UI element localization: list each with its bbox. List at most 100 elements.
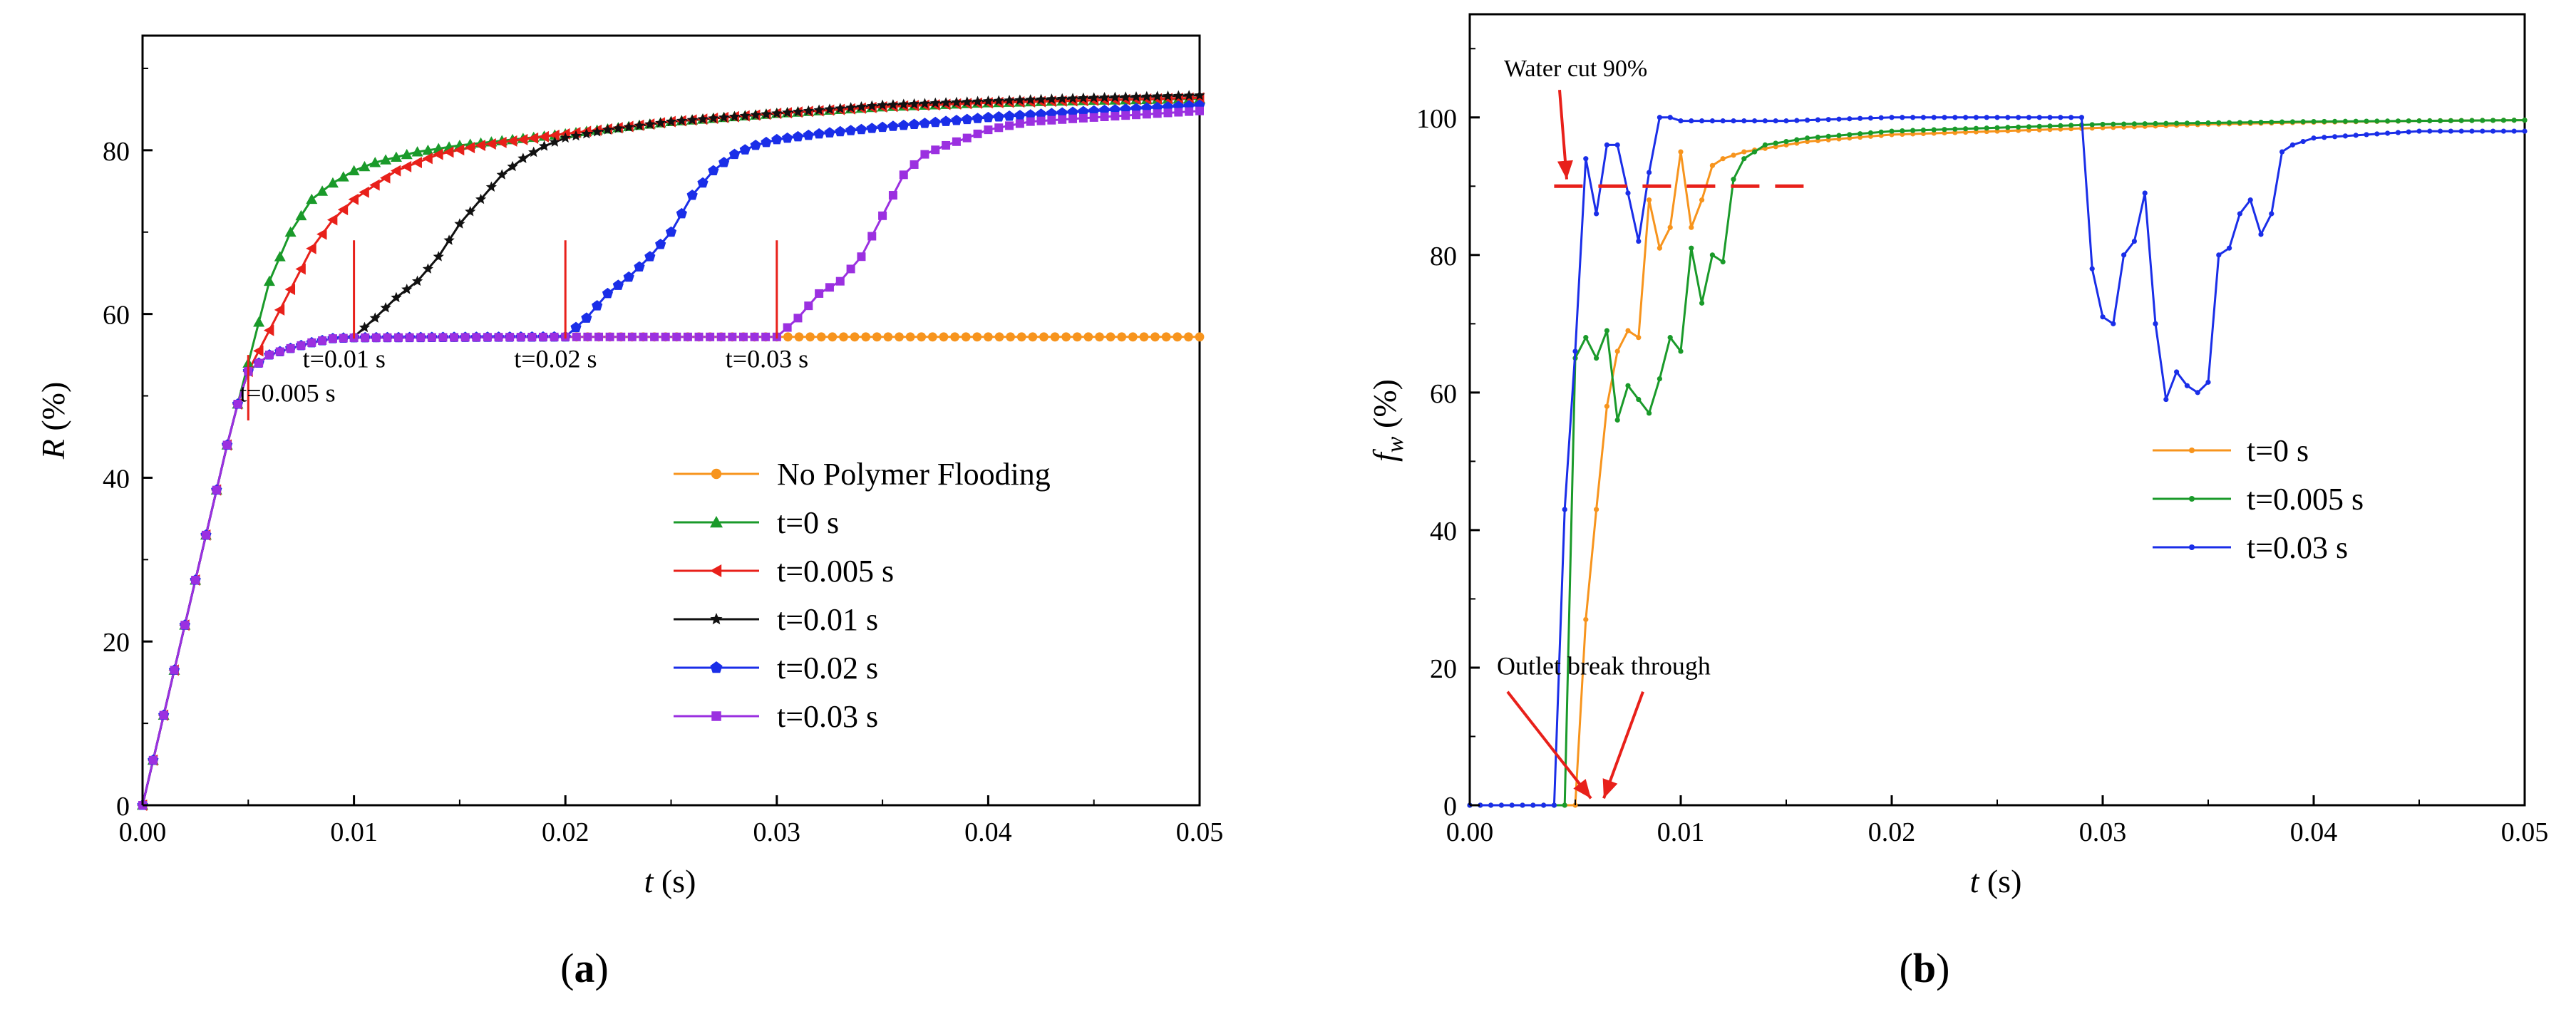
data-point-a-1: [306, 193, 318, 205]
data-point-a-3: [898, 98, 910, 109]
data-point-b-2: [1509, 802, 1515, 808]
data-point-a-4: [728, 148, 741, 160]
x-axis-label-b: t (s): [1970, 863, 2022, 899]
data-point-a-2: [326, 214, 338, 226]
data-point-a-5: [1047, 115, 1056, 125]
data-point-b-2: [2353, 133, 2359, 138]
data-point-a-4: [570, 321, 582, 333]
annotation-label-a-0: t=0.005 s: [239, 379, 335, 408]
data-point-b-0: [1689, 224, 1694, 230]
data-point-b-1: [1963, 126, 1969, 132]
data-point-a-5: [527, 332, 537, 341]
data-point-a-3: [845, 102, 857, 113]
data-point-b-2: [2078, 115, 2084, 120]
x-tick-label-a-3: 0.03: [753, 817, 801, 847]
data-point-b-2: [1488, 802, 1494, 808]
data-point-a-3: [887, 99, 899, 110]
data-point-a-0: [1195, 332, 1205, 342]
x-axis-label-a-unit: (s): [653, 863, 696, 899]
data-point-a-4: [634, 261, 645, 272]
data-point-a-0: [1016, 332, 1026, 342]
data-point-b-1: [2322, 118, 2327, 125]
data-point-a-1: [337, 171, 349, 182]
data-point-a-4: [803, 129, 814, 140]
data-point-a-5: [427, 333, 436, 342]
data-point-b-1: [1625, 383, 1631, 388]
data-point-a-2: [475, 139, 485, 151]
data-point-a-5: [617, 332, 626, 341]
data-point-a-3: [951, 96, 962, 108]
data-point-a-4: [1056, 107, 1068, 118]
data-point-a-5: [1068, 114, 1078, 123]
data-point-a-3: [1120, 91, 1131, 102]
data-point-b-2: [2174, 369, 2180, 375]
data-point-a-2: [274, 304, 285, 316]
data-point-b-2: [1920, 115, 1926, 120]
data-point-a-3: [1109, 91, 1120, 103]
data-point-a-3: [750, 109, 761, 120]
legend-label-a-1: t=0 s: [777, 505, 839, 540]
data-point-a-4: [962, 113, 973, 125]
data-point-b-2: [2247, 197, 2253, 203]
data-point-a-3: [665, 115, 677, 127]
data-point-a-3: [1141, 90, 1153, 102]
data-point-a-0: [850, 332, 860, 342]
data-point-b-2: [2289, 142, 2295, 148]
data-point-a-5: [1111, 112, 1120, 121]
data-point-a-3: [855, 100, 867, 112]
data-point-a-3: [792, 105, 804, 117]
data-point-b-2: [2490, 128, 2496, 134]
data-point-b-1: [1667, 335, 1673, 341]
data-point-a-1: [274, 251, 286, 262]
data-point-a-5: [804, 301, 813, 311]
y-axis-label-b-sub: w: [1382, 436, 1408, 452]
data-point-a-0: [917, 332, 927, 342]
data-point-b-1: [2269, 119, 2274, 125]
y-tick-label-b-1: 20: [1430, 654, 1457, 684]
data-point-b-2: [1858, 115, 1863, 121]
data-point-a-4: [697, 177, 709, 188]
data-point-b-1: [2068, 123, 2074, 128]
data-point-a-3: [380, 302, 391, 313]
data-point-b-2: [2058, 115, 2064, 120]
legend-marker-a-0: [711, 468, 722, 480]
data-point-a-3: [962, 96, 973, 107]
legend-label-b-2: t=0.03 s: [2247, 530, 2348, 565]
data-point-a-5: [307, 338, 316, 347]
annotation-outlet-break-through: Outlet break through: [1497, 652, 1711, 681]
data-point-b-2: [2163, 396, 2169, 403]
y-axis-label-a-italic: R: [35, 439, 71, 460]
data-point-b-2: [1625, 190, 1631, 196]
data-point-a-4: [877, 121, 888, 133]
data-point-a-2: [359, 186, 369, 198]
data-point-b-2: [1699, 118, 1705, 124]
data-point-a-0: [972, 332, 982, 342]
data-point-a-3: [549, 136, 560, 147]
data-point-a-3: [465, 206, 476, 217]
data-point-a-0: [905, 332, 915, 342]
data-point-a-5: [973, 129, 982, 138]
data-point-b-2: [2458, 128, 2464, 134]
data-point-b-2: [1889, 115, 1895, 120]
data-point-a-2: [549, 129, 560, 141]
data-point-a-5: [212, 485, 221, 495]
y-tick-label-a-4: 80: [103, 137, 130, 167]
data-point-a-4: [813, 128, 825, 139]
data-point-b-1: [2416, 118, 2422, 124]
legend-marker-a-4: [710, 661, 723, 673]
legend-a: No Polymer Flooding t=0 s t=0.005 s t=0.01 …: [674, 457, 1051, 734]
arrow-outlet-right-head: [1602, 778, 1618, 799]
data-point-b-1: [2142, 121, 2148, 127]
data-point-a-3: [1004, 94, 1015, 105]
legend-marker-b-2: [2188, 544, 2195, 551]
x-tick-label-b-1: 0.01: [1657, 817, 1705, 847]
legend-b: t=0 s t=0.005 s t=0.03 s: [2153, 433, 2364, 565]
data-point-a-5: [793, 314, 803, 323]
data-point-a-3: [708, 113, 719, 123]
data-point-a-5: [594, 332, 604, 341]
data-point-b-1: [2216, 120, 2222, 125]
data-point-a-3: [528, 146, 540, 157]
data-point-a-2: [527, 132, 539, 144]
x-tick-label-b-0: 0.00: [1446, 817, 1494, 847]
